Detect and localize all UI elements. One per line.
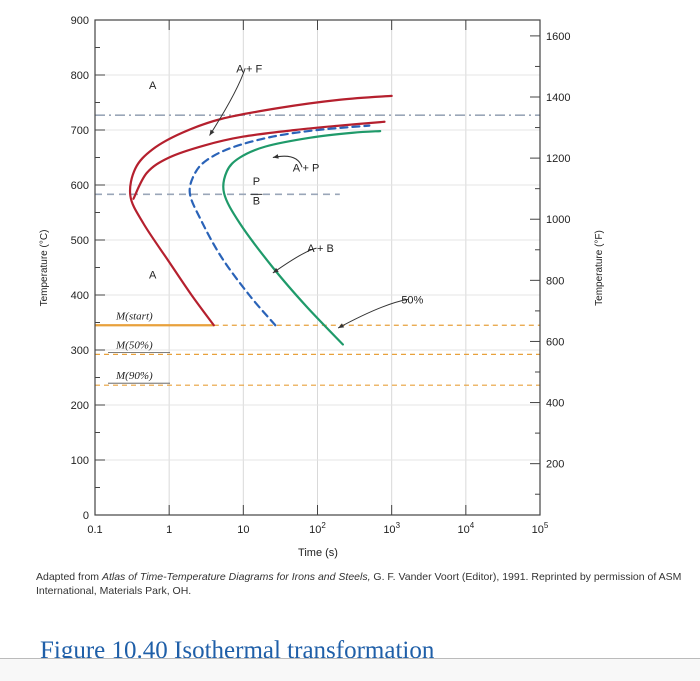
annotation-label: P xyxy=(253,176,260,188)
curve-finish xyxy=(222,130,382,346)
right-tick-label: 1200 xyxy=(546,153,570,165)
martensite-label: M(50%) xyxy=(115,339,153,351)
annotation-arrow xyxy=(272,247,317,274)
martensite-label: M(90%) xyxy=(115,370,153,382)
y-tick-label: 100 xyxy=(71,455,89,467)
right-tick-label: 1600 xyxy=(546,31,570,43)
y-axis-label-left: Temperature (°C) xyxy=(39,230,50,307)
axes: 0 100 200 300 400 500 600 700 800 900 200 400 600 800… xyxy=(71,15,571,536)
annotation-label: A xyxy=(149,270,157,282)
annotation-label: A + B xyxy=(307,243,334,255)
x-tick-label: 0.1 xyxy=(87,524,102,536)
annotation-arrowhead xyxy=(272,154,279,159)
annotation-label: 50% xyxy=(401,294,423,306)
curves xyxy=(128,94,393,346)
x-tick-label: 104 xyxy=(457,521,474,536)
y-axis-label-right: Temperature (°F) xyxy=(594,230,605,306)
annotation-label: A xyxy=(149,80,157,92)
martensite-label: M(start) xyxy=(115,310,153,322)
annotations: A A A + F A + P A + B 50% PB xyxy=(149,63,424,329)
y-tick-label: 300 xyxy=(71,345,89,357)
annotation-label: A + P xyxy=(293,162,320,174)
caption-suffix: G. F. Vander Voort (Editor), 1991. Repri… xyxy=(36,571,682,597)
caption-title: Atlas of Time-Temperature Diagrams for I… xyxy=(101,571,371,583)
right-tick-label: 400 xyxy=(546,398,564,410)
x-axis-label: Time (s) xyxy=(298,547,338,559)
x-tick-label: 102 xyxy=(309,521,326,536)
annotation-label: A + F xyxy=(236,63,262,75)
x-tick-label: 10 xyxy=(237,524,249,536)
y-tick-label: 200 xyxy=(71,400,89,412)
curve-start xyxy=(128,94,393,327)
y-tick-label: 500 xyxy=(71,235,89,247)
y-tick-label: 700 xyxy=(71,125,89,137)
annotation-arrowhead xyxy=(338,323,345,328)
annotation-arrowhead xyxy=(209,129,215,136)
y-tick-label: 0 xyxy=(83,510,89,522)
annotation-arrow xyxy=(337,298,409,329)
martensite-lines: M(start) M(50%) M(90%) xyxy=(95,310,540,386)
grid xyxy=(95,20,541,515)
y-tick-label: 900 xyxy=(71,15,89,27)
annotation-arrowhead xyxy=(272,267,279,273)
source-caption: Adapted from Atlas of Time-Temperature D… xyxy=(36,570,686,598)
y-tick-label: 600 xyxy=(71,180,89,192)
right-tick-label: 1400 xyxy=(546,92,570,104)
divider xyxy=(0,658,700,659)
right-tick-label: 800 xyxy=(546,275,564,287)
annotation-arrow xyxy=(209,68,246,136)
figure-title[interactable]: Figure 10.40 Isothermal transformation xyxy=(40,637,435,658)
x-tick-label: 1 xyxy=(166,524,172,536)
x-tick-label: 105 xyxy=(532,521,549,536)
chart: M(start) M(50%) M(90%) 0 100 200 300 400 500 600… xyxy=(39,15,605,559)
bottom-fade xyxy=(0,659,700,681)
y-tick-label: 800 xyxy=(71,70,89,82)
curve-50pct-upper xyxy=(132,120,386,200)
caption-prefix: Adapted from xyxy=(36,571,102,583)
x-tick-label: 103 xyxy=(383,521,400,536)
annotation-label: B xyxy=(253,195,260,207)
right-tick-label: 1000 xyxy=(546,214,570,226)
right-tick-label: 600 xyxy=(546,336,564,348)
right-tick-label: 200 xyxy=(546,459,564,471)
y-tick-label: 400 xyxy=(71,290,89,302)
curve-50pct-bainite xyxy=(188,124,371,327)
